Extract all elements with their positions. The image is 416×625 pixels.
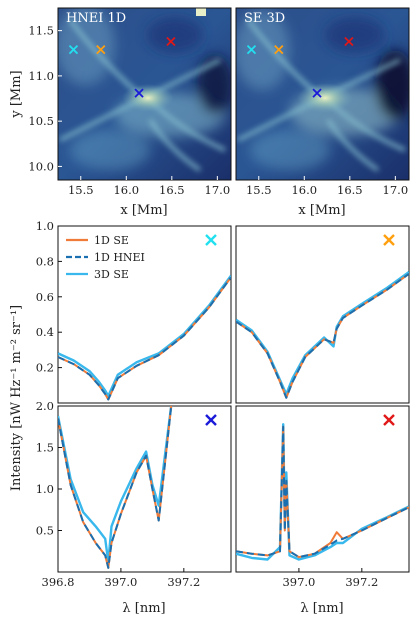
x-tick-label-top-0: 16.0 <box>113 183 139 197</box>
marker-stroke-b <box>274 45 284 55</box>
series-line-1d-hnei <box>58 276 231 401</box>
y-tick-label: 0.8 <box>36 254 54 268</box>
legend-label: 3D SE <box>94 268 129 281</box>
x-tick-label-top-0: 16.5 <box>159 183 185 197</box>
marker-stroke-b <box>166 36 176 47</box>
marker-stroke-b <box>205 414 217 426</box>
y-tick-label-top: 11.0 <box>28 69 54 83</box>
y-tick-label: 1.5 <box>36 441 54 455</box>
y-tick-label: 0.5 <box>36 524 54 538</box>
y-tick-label: 0.6 <box>36 290 54 304</box>
series-line-3d-se <box>58 406 173 564</box>
intensity-axis-label: Intensity [nW Hz⁻¹ m⁻² sr⁻¹] <box>9 305 24 491</box>
series-line-1d-hnei <box>236 425 409 559</box>
marker-stroke-b <box>383 414 395 426</box>
position-marker-1-1 <box>274 45 284 55</box>
position-marker-1-2 <box>312 88 322 98</box>
marker-stroke-b <box>68 45 79 55</box>
y-tick-label-top: 10.0 <box>28 159 54 173</box>
marker-stroke-b <box>344 36 354 47</box>
x-tick-label: 397.2 <box>345 575 378 589</box>
top-left-x-axis-label: x [Mm] <box>120 203 167 218</box>
y-tick-label: 1.0 <box>36 219 54 233</box>
legend-label: 1D SE <box>94 234 129 247</box>
marker-stroke-b <box>312 88 322 98</box>
x-tick-label: 397.0 <box>104 575 137 589</box>
x-tick-label: 396.8 <box>42 575 75 589</box>
position-marker-1-0 <box>246 45 257 55</box>
panel-title-hnei-1d: HNEI 1D <box>66 11 126 26</box>
marker-stroke-b <box>246 45 257 55</box>
image-panel-se-3d: SE 3D <box>235 7 410 181</box>
x-tick-label: 397.2 <box>167 575 200 589</box>
panel-position-marker <box>205 234 217 246</box>
position-marker-1-3 <box>344 36 354 47</box>
y-tick-label-top: 11.5 <box>28 24 54 38</box>
panel-position-marker <box>383 414 395 426</box>
top-y-axis-label: y [Mm] <box>9 70 24 118</box>
marker-stroke-b <box>134 88 144 98</box>
x-tick-label-top-1: 17.0 <box>383 183 409 197</box>
position-marker-0-2 <box>134 88 144 98</box>
x-tick-label-top-1: 16.5 <box>337 183 363 197</box>
position-marker-0-3 <box>166 36 176 47</box>
x-tick-label-top-0: 17.0 <box>205 183 231 197</box>
chart-marks-layer: 15.5 16.0 16.5 17.0 10.0 10.5 11.0 11.5 15.5 16.0… <box>28 24 409 589</box>
image-panel-hnei-1d: HNEI 1D <box>57 7 232 181</box>
x-tick-label: 397.0 <box>282 575 315 589</box>
series-line-3d-se <box>58 274 231 398</box>
marker-stroke-b <box>383 234 395 246</box>
y-tick-label-top: 10.5 <box>28 114 54 128</box>
spectrum-panel-bottom-right <box>235 405 410 573</box>
x-tick-label-top-0: 15.5 <box>68 183 94 197</box>
position-marker-0-1 <box>96 45 106 55</box>
panel-position-marker <box>205 414 217 426</box>
spectrum-panel-top-right <box>235 225 410 404</box>
y-tick-label: 2.0 <box>36 399 54 413</box>
x-tick-label-top-1: 15.5 <box>246 183 272 197</box>
panel-position-marker <box>383 234 395 246</box>
marker-stroke-b <box>96 45 106 55</box>
y-tick-label: 0.2 <box>36 361 54 375</box>
x-tick-label-top-1: 16.0 <box>291 183 317 197</box>
bottom-left-x-axis-label: λ [nm] <box>122 601 165 616</box>
spectrum-panel-bottom-left <box>57 405 232 573</box>
series-line-1d-hnei <box>58 406 173 569</box>
bottom-right-x-axis-label: λ [nm] <box>300 601 343 616</box>
panel-title-se-3d: SE 3D <box>244 11 285 26</box>
marker-stroke-b <box>205 234 217 246</box>
top-right-x-axis-label: x [Mm] <box>298 203 345 218</box>
y-tick-label: 1.0 <box>36 482 54 496</box>
legend-label: 1D HNEI <box>94 251 145 264</box>
series-line-1d-hnei <box>236 272 409 399</box>
position-marker-0-0 <box>68 45 79 55</box>
y-tick-label: 0.4 <box>36 325 54 339</box>
